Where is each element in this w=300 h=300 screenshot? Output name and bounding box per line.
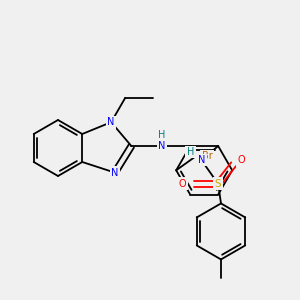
Text: H: H	[158, 130, 166, 140]
Text: S: S	[215, 179, 221, 189]
Text: Br: Br	[202, 151, 212, 161]
Text: N: N	[158, 141, 166, 151]
Text: N: N	[198, 155, 205, 165]
Text: N: N	[111, 168, 118, 178]
Text: H: H	[187, 147, 194, 157]
Text: O: O	[238, 155, 245, 165]
Text: O: O	[179, 179, 186, 189]
Text: N: N	[107, 117, 115, 127]
